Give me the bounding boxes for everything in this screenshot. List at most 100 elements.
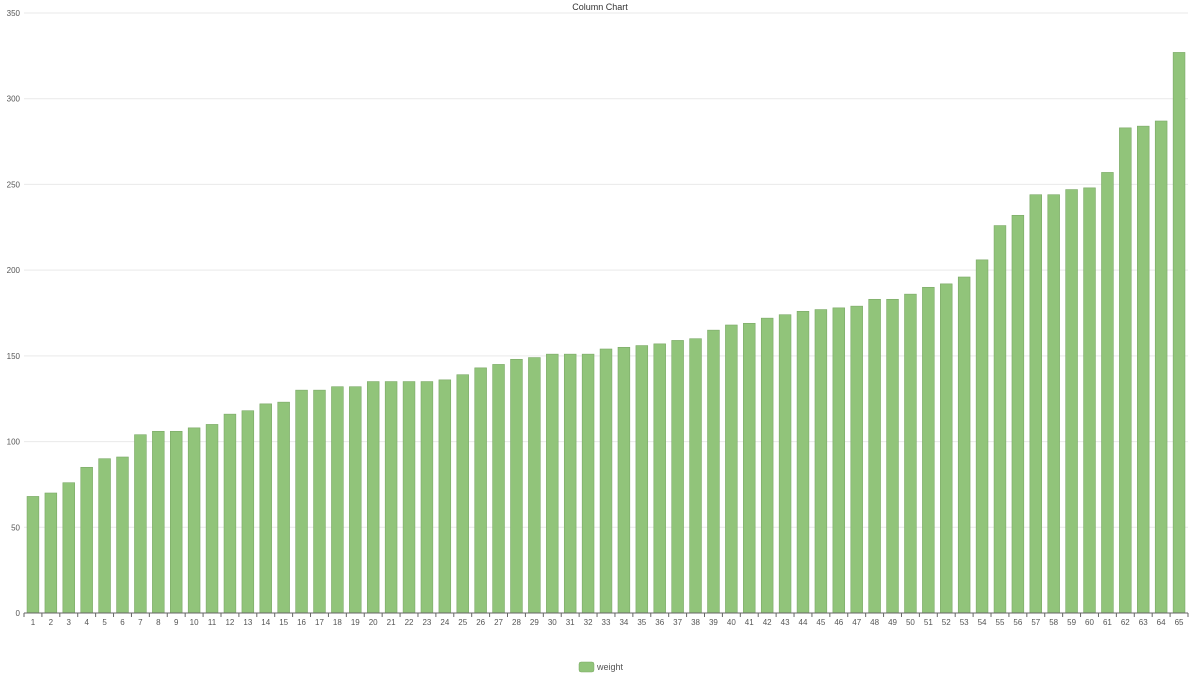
x-tick-label: 23 bbox=[422, 618, 431, 627]
bar-51[interactable] bbox=[922, 286, 935, 614]
bar-42[interactable] bbox=[760, 317, 774, 614]
x-tick-label: 57 bbox=[1031, 618, 1040, 627]
bar-65[interactable] bbox=[1172, 52, 1186, 614]
bar-16[interactable] bbox=[295, 389, 308, 614]
bar-24[interactable] bbox=[438, 379, 452, 614]
bar-40[interactable] bbox=[725, 324, 738, 614]
bar-31[interactable] bbox=[563, 353, 577, 614]
x-tick-label: 40 bbox=[727, 618, 736, 627]
x-tick-label: 38 bbox=[691, 618, 700, 627]
legend-swatch-weight[interactable] bbox=[578, 661, 595, 673]
bar-6[interactable] bbox=[116, 456, 129, 614]
bar-5[interactable] bbox=[98, 458, 111, 614]
x-tick-label: 27 bbox=[494, 618, 503, 627]
bar-15[interactable] bbox=[277, 401, 290, 614]
x-tick-label: 48 bbox=[870, 618, 879, 627]
x-tick-label: 6 bbox=[120, 618, 125, 627]
x-tick-label: 4 bbox=[84, 618, 89, 627]
bar-21[interactable] bbox=[384, 381, 398, 614]
x-tick-label: 64 bbox=[1157, 618, 1166, 627]
bar-4[interactable] bbox=[80, 466, 93, 614]
bar-17[interactable] bbox=[313, 389, 326, 614]
x-tick-label: 24 bbox=[440, 618, 449, 627]
bar-22[interactable] bbox=[402, 381, 416, 614]
bar-1[interactable] bbox=[26, 496, 40, 614]
x-tick-label: 46 bbox=[834, 618, 843, 627]
y-tick-label: 0 bbox=[16, 609, 21, 618]
y-tick-label: 300 bbox=[7, 95, 21, 104]
x-tick-label: 50 bbox=[906, 618, 915, 627]
x-tick-label: 53 bbox=[960, 618, 969, 627]
x-tick-label: 51 bbox=[924, 618, 933, 627]
bar-55[interactable] bbox=[993, 225, 1007, 614]
bar-12[interactable] bbox=[223, 413, 237, 614]
x-tick-label: 32 bbox=[584, 618, 593, 627]
bar-45[interactable] bbox=[814, 309, 828, 614]
bar-29[interactable] bbox=[528, 357, 541, 614]
bar-37[interactable] bbox=[671, 340, 684, 614]
legend[interactable]: weight bbox=[578, 661, 624, 673]
bar-54[interactable] bbox=[975, 259, 989, 614]
bar-61[interactable] bbox=[1101, 172, 1114, 614]
bar-56[interactable] bbox=[1011, 214, 1025, 614]
bar-47[interactable] bbox=[850, 305, 863, 614]
bar-8[interactable] bbox=[152, 430, 165, 614]
x-tick-label: 63 bbox=[1139, 618, 1148, 627]
bar-27[interactable] bbox=[492, 364, 505, 614]
bar-3[interactable] bbox=[62, 482, 75, 614]
x-tick-label: 8 bbox=[156, 618, 161, 627]
x-tick-label: 9 bbox=[174, 618, 179, 627]
bar-9[interactable] bbox=[170, 430, 183, 614]
bar-26[interactable] bbox=[474, 367, 487, 614]
bar-48[interactable] bbox=[868, 298, 881, 614]
x-tick-label: 36 bbox=[655, 618, 664, 627]
bar-32[interactable] bbox=[581, 353, 595, 614]
legend-label-weight[interactable]: weight bbox=[596, 662, 624, 672]
x-tick-label: 25 bbox=[458, 618, 467, 627]
bar-23[interactable] bbox=[420, 381, 434, 614]
bar-43[interactable] bbox=[778, 314, 792, 614]
bar-59[interactable] bbox=[1065, 189, 1078, 614]
x-tick-label: 62 bbox=[1121, 618, 1130, 627]
bar-30[interactable] bbox=[546, 353, 559, 614]
x-tick-label: 44 bbox=[799, 618, 808, 627]
bar-14[interactable] bbox=[259, 403, 272, 614]
bar-36[interactable] bbox=[653, 343, 666, 614]
bar-10[interactable] bbox=[187, 427, 201, 614]
chart-title: Column Chart bbox=[572, 2, 628, 12]
bar-60[interactable] bbox=[1083, 187, 1096, 614]
bar-35[interactable] bbox=[635, 345, 649, 614]
x-tick-label: 52 bbox=[942, 618, 951, 627]
bar-34[interactable] bbox=[617, 346, 631, 614]
bar-11[interactable] bbox=[205, 424, 219, 614]
bar-39[interactable] bbox=[707, 329, 720, 614]
bar-53[interactable] bbox=[957, 276, 971, 614]
bar-13[interactable] bbox=[241, 410, 255, 614]
bar-50[interactable] bbox=[904, 293, 917, 614]
bar-57[interactable] bbox=[1029, 194, 1043, 614]
bar-2[interactable] bbox=[44, 492, 58, 614]
x-tick-label: 13 bbox=[243, 618, 252, 627]
bar-18[interactable] bbox=[331, 386, 344, 614]
bar-52[interactable] bbox=[940, 283, 953, 614]
bar-62[interactable] bbox=[1119, 127, 1132, 614]
bar-7[interactable] bbox=[134, 434, 147, 614]
bar-64[interactable] bbox=[1154, 120, 1168, 614]
bar-46[interactable] bbox=[832, 307, 846, 614]
bar-25[interactable] bbox=[456, 374, 469, 614]
bar-33[interactable] bbox=[599, 348, 613, 614]
bar-28[interactable] bbox=[510, 358, 523, 614]
bar-63[interactable] bbox=[1137, 125, 1150, 614]
bar-38[interactable] bbox=[689, 338, 702, 614]
bar-20[interactable] bbox=[366, 381, 380, 614]
x-tick-label: 47 bbox=[852, 618, 861, 627]
bar-44[interactable] bbox=[796, 310, 810, 614]
bar-58[interactable] bbox=[1047, 194, 1060, 614]
x-tick-label: 34 bbox=[619, 618, 628, 627]
x-tick-label: 37 bbox=[673, 618, 682, 627]
bar-19[interactable] bbox=[349, 386, 362, 614]
bar-41[interactable] bbox=[743, 322, 756, 614]
bar-49[interactable] bbox=[886, 298, 899, 614]
x-tick-label: 65 bbox=[1175, 618, 1184, 627]
